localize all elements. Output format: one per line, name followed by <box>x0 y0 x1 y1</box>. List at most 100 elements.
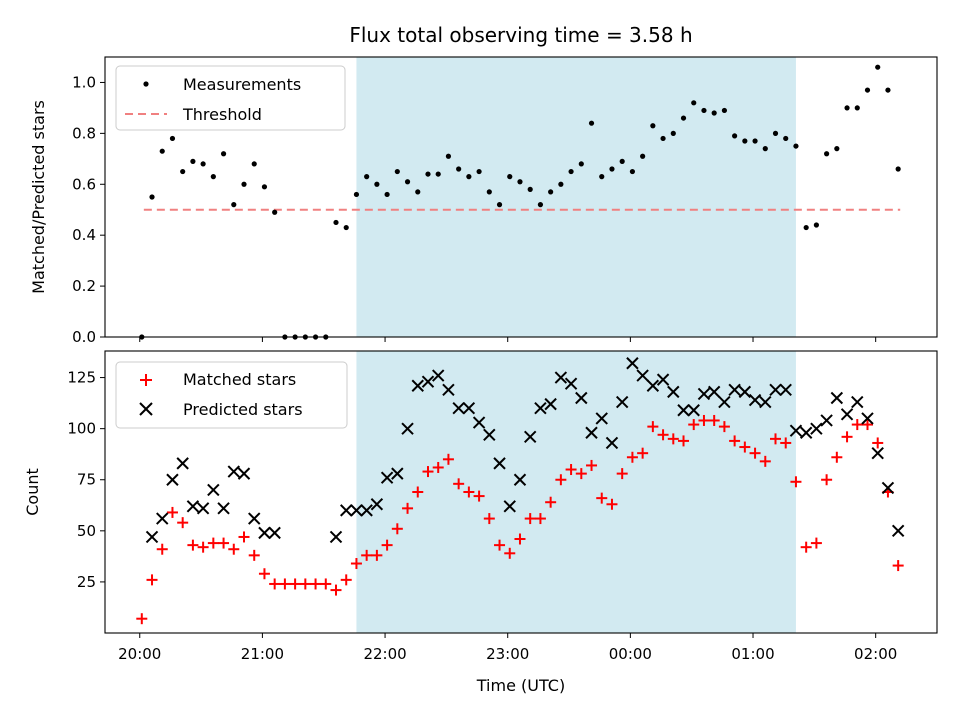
matched-star-point <box>647 421 659 433</box>
predicted-star-point <box>881 481 895 495</box>
matched-star-point <box>729 435 741 447</box>
measurement-point <box>742 138 748 144</box>
measurement-point <box>548 189 554 195</box>
measurement-point <box>415 189 421 195</box>
measurement-point <box>404 179 411 185</box>
predicted-star-point <box>799 426 813 439</box>
bottom-legend-frame <box>115 361 348 429</box>
measurement-point <box>241 181 247 187</box>
matched-star-point <box>371 549 383 561</box>
measurement-point <box>456 166 462 172</box>
measurement-point <box>231 202 237 208</box>
measurement-point <box>793 143 799 149</box>
measurement-point <box>701 107 707 114</box>
matched-star-point <box>831 451 843 463</box>
measurement-point <box>445 153 452 159</box>
measurement-point <box>374 181 380 187</box>
matched-star-point <box>494 539 506 551</box>
measurement-point <box>180 168 186 175</box>
predicted-star-point <box>493 457 506 470</box>
measurement-point <box>476 168 482 175</box>
measurement-point <box>762 146 768 152</box>
measurement-point <box>680 115 687 121</box>
legend-predicted-marker <box>139 402 153 416</box>
measurement-point <box>261 184 268 190</box>
matched-star-point <box>718 421 730 433</box>
measurement-point <box>190 158 196 164</box>
matched-star-point <box>534 513 546 525</box>
bottom-axes-frame <box>104 350 938 634</box>
matched-star-point <box>780 437 792 449</box>
predicted-star-point <box>462 402 476 415</box>
matched-star-point <box>422 466 434 478</box>
matched-star-point <box>432 461 444 473</box>
y-tick-label: 0.8 <box>72 124 96 142</box>
measurement-point <box>578 161 584 167</box>
matched-star-point <box>258 568 270 580</box>
matched-stars-points <box>136 414 904 625</box>
predicted-star-point <box>421 375 435 388</box>
measurement-point <box>813 222 819 228</box>
predicted-star-point <box>186 500 200 513</box>
matched-star-point <box>146 574 158 586</box>
predicted-star-point <box>258 526 271 540</box>
predicted-star-point <box>840 408 854 421</box>
predicted-star-point <box>820 414 833 427</box>
measurement-point <box>568 168 574 175</box>
x-tick-label: 22:00 <box>363 645 406 663</box>
predicted-star-point <box>452 402 465 415</box>
matched-star-point <box>678 435 690 447</box>
measurement-point <box>343 224 349 231</box>
predicted-star-point <box>401 422 414 435</box>
matched-star-point <box>545 496 557 508</box>
predicted-star-point <box>585 426 598 439</box>
measurement-point <box>599 174 605 180</box>
predicted-star-point <box>759 395 772 409</box>
measurement-point <box>834 146 840 152</box>
measurement-point <box>364 174 370 180</box>
top-x-ticks <box>139 337 877 342</box>
measurement-point <box>486 189 492 195</box>
predicted-star-point <box>432 369 445 382</box>
matched-star-point <box>289 578 301 590</box>
predicted-star-point <box>595 412 608 425</box>
measurement-point <box>721 107 728 114</box>
measurement-point <box>496 202 503 208</box>
matched-star-point <box>402 502 414 514</box>
top-y-axis-label: Matched/Predicted stars <box>29 100 48 294</box>
measurement-point <box>772 130 779 136</box>
measurement-point <box>660 135 666 142</box>
measurement-point <box>803 224 809 231</box>
predicted-star-point <box>697 387 711 401</box>
top-legend-frame <box>115 65 346 131</box>
x-tick-label: 00:00 <box>609 645 652 663</box>
predicted-star-point <box>268 526 281 540</box>
predicted-star-point <box>442 383 455 397</box>
matched-star-point <box>166 506 178 518</box>
predicted-star-point <box>350 504 363 517</box>
matched-star-point <box>310 578 322 590</box>
legend-predicted-label: Predicted stars <box>183 400 303 419</box>
matched-star-point <box>667 433 679 445</box>
predicted-star-point <box>472 416 486 429</box>
predicted-star-point <box>340 504 353 517</box>
x-tick-label: 21:00 <box>241 645 284 663</box>
predicted-star-point <box>217 502 230 515</box>
top-legend: Measurements Threshold <box>115 65 346 131</box>
matched-star-point <box>381 539 393 551</box>
predicted-star-point <box>554 371 568 384</box>
matched-star-point <box>596 492 608 504</box>
measurement-point <box>895 166 901 172</box>
predicted-star-point <box>329 530 343 544</box>
measurement-point <box>752 138 758 144</box>
measurement-point <box>844 105 850 111</box>
y-tick-label: 50 <box>77 522 96 540</box>
predicted-star-point <box>248 512 261 525</box>
matched-star-point <box>483 513 495 525</box>
matched-star-point <box>892 560 904 572</box>
predicted-star-point <box>503 500 516 513</box>
matched-star-point <box>810 537 822 549</box>
y-tick-label: 25 <box>77 573 96 591</box>
measurement-points <box>139 64 901 340</box>
y-tick-label: 0.6 <box>72 175 96 193</box>
